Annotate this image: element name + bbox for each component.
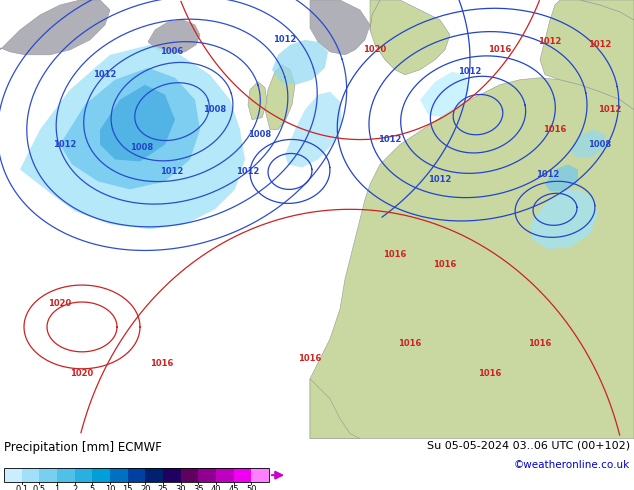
Bar [145, 468, 163, 482]
Bar [110, 468, 127, 482]
Text: 1012: 1012 [93, 70, 117, 79]
Polygon shape [285, 92, 342, 168]
Text: Su 05-05-2024 03..06 UTC (00+102): Su 05-05-2024 03..06 UTC (00+102) [427, 441, 630, 450]
Text: 1016: 1016 [433, 260, 456, 269]
Polygon shape [248, 82, 267, 120]
Text: 1016: 1016 [299, 354, 321, 363]
Bar [181, 468, 198, 482]
Polygon shape [100, 85, 175, 162]
Polygon shape [310, 379, 360, 439]
Text: 40: 40 [210, 485, 221, 490]
Polygon shape [420, 72, 470, 118]
Polygon shape [580, 0, 634, 20]
Text: 1: 1 [55, 485, 60, 490]
Text: 25: 25 [158, 485, 168, 490]
Text: 20: 20 [140, 485, 151, 490]
Text: 1008: 1008 [588, 140, 612, 149]
Polygon shape [570, 129, 605, 157]
Text: 1016: 1016 [528, 340, 552, 348]
Text: 1016: 1016 [398, 340, 422, 348]
Text: 1012: 1012 [378, 135, 402, 144]
Text: 1012: 1012 [53, 140, 77, 149]
Bar [75, 468, 93, 482]
Bar [251, 468, 269, 482]
Bar [22, 468, 39, 482]
Polygon shape [265, 65, 295, 129]
Text: 0.1: 0.1 [15, 485, 29, 490]
Text: ©weatheronline.co.uk: ©weatheronline.co.uk [514, 460, 630, 470]
Bar [4, 468, 269, 482]
Text: 50: 50 [246, 485, 257, 490]
Text: 1020: 1020 [48, 299, 72, 309]
Text: 1012: 1012 [160, 167, 184, 176]
Bar [4, 468, 22, 482]
Bar [163, 468, 181, 482]
Text: 15: 15 [122, 485, 133, 490]
Text: 35: 35 [193, 485, 204, 490]
Text: 1012: 1012 [273, 35, 297, 45]
Polygon shape [530, 189, 598, 249]
Text: 0.5: 0.5 [33, 485, 46, 490]
Bar [216, 468, 234, 482]
Polygon shape [0, 0, 110, 55]
Polygon shape [310, 78, 634, 439]
Text: 1012: 1012 [429, 175, 451, 184]
Polygon shape [20, 45, 245, 229]
Text: 1016: 1016 [150, 359, 174, 368]
Text: 1008: 1008 [204, 105, 226, 114]
Text: Precipitation [mm] ECMWF: Precipitation [mm] ECMWF [4, 441, 162, 454]
Bar [39, 468, 57, 482]
Text: 1020: 1020 [363, 46, 387, 54]
Text: 1016: 1016 [543, 125, 567, 134]
Text: 1012: 1012 [536, 170, 560, 179]
Text: 1006: 1006 [160, 48, 184, 56]
Text: 1016: 1016 [488, 46, 512, 54]
Text: 1012: 1012 [458, 67, 482, 76]
Text: 1012: 1012 [598, 105, 622, 114]
Polygon shape [370, 0, 380, 30]
Polygon shape [545, 165, 578, 192]
Text: 1016: 1016 [478, 369, 501, 378]
Text: 45: 45 [228, 485, 239, 490]
Polygon shape [148, 20, 200, 54]
Polygon shape [60, 68, 200, 189]
Text: 1020: 1020 [70, 369, 94, 378]
Text: 1008: 1008 [249, 130, 271, 139]
Polygon shape [272, 40, 328, 85]
Text: 2: 2 [72, 485, 77, 490]
Text: 10: 10 [105, 485, 115, 490]
Text: 1012: 1012 [236, 167, 260, 176]
Text: 1016: 1016 [384, 250, 406, 259]
Bar [93, 468, 110, 482]
Text: 1012: 1012 [538, 37, 562, 47]
Bar [127, 468, 145, 482]
Polygon shape [370, 0, 450, 75]
Polygon shape [540, 0, 634, 110]
Bar [234, 468, 251, 482]
Bar [57, 468, 75, 482]
Text: 5: 5 [89, 485, 95, 490]
Text: 30: 30 [176, 485, 186, 490]
Polygon shape [310, 0, 370, 55]
Text: 1012: 1012 [588, 40, 612, 49]
Text: 1008: 1008 [131, 143, 153, 152]
Bar [198, 468, 216, 482]
